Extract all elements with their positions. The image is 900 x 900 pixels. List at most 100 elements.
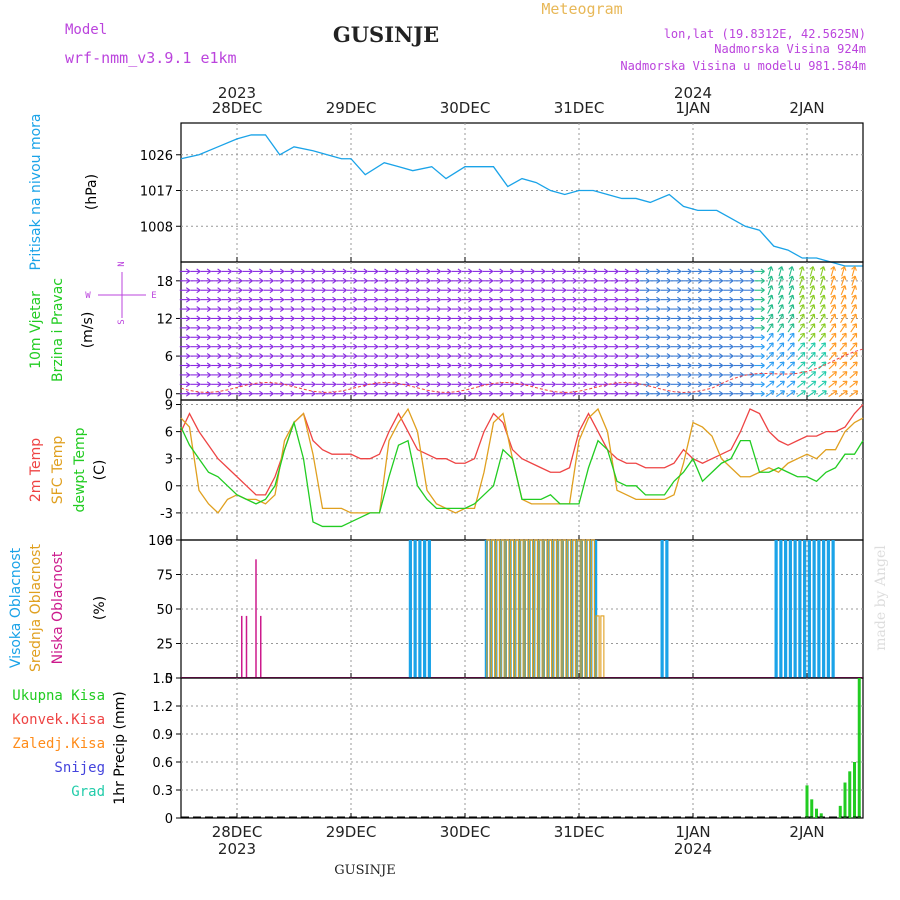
wind-barb	[346, 277, 358, 284]
wind-barb	[190, 277, 201, 284]
wind-barb-head	[603, 334, 609, 338]
wind-barb-head	[196, 268, 201, 272]
wind-barb-head	[635, 268, 640, 272]
wind-barb-head	[300, 306, 306, 310]
wind-barb-head	[196, 318, 201, 322]
wind-barb-head	[666, 324, 671, 329]
wind-barb-head	[342, 315, 347, 319]
wind-barb-shaft	[818, 371, 827, 379]
wind-barb	[555, 390, 567, 397]
wind-barb-head	[811, 390, 816, 392]
wind-barb-head	[405, 393, 410, 397]
wind-barb-head	[824, 304, 826, 309]
wind-barb-head	[750, 383, 755, 388]
wind-barb-head	[697, 268, 703, 272]
high-cloud-bar	[408, 540, 412, 678]
wind-barb-head	[227, 287, 232, 291]
wind-barb-head	[457, 289, 462, 294]
wind-barb-head	[426, 296, 431, 301]
wind-barb-shaft	[766, 332, 774, 342]
wind-barb-head	[374, 343, 379, 348]
wind-barb-head	[824, 323, 826, 329]
wind-barb-head	[279, 315, 285, 319]
wind-barb-head	[468, 355, 473, 360]
wind-barb	[409, 334, 420, 341]
wind-barb-head	[259, 277, 264, 282]
wind-barb-head	[342, 280, 347, 284]
wind-barb-head	[821, 361, 826, 364]
wind-barb-head	[436, 318, 441, 322]
wind-barb-head	[541, 268, 546, 272]
wind-barb	[820, 275, 826, 286]
wind-barb-head	[718, 334, 724, 338]
wind-barb-head	[238, 362, 243, 366]
wind-barb-head	[436, 336, 441, 341]
wind-barb-head	[750, 390, 755, 395]
wind-barb-head	[739, 343, 744, 348]
wind-barb	[493, 343, 504, 350]
wind-barb-head	[499, 280, 504, 284]
wind-barb	[420, 343, 431, 350]
wind-barb-head	[405, 324, 410, 329]
wind-barb-head	[478, 299, 483, 303]
wind-barb	[346, 390, 358, 397]
wind-barb	[712, 287, 724, 294]
wind-barb-head	[583, 334, 588, 338]
wind-barb-head	[520, 353, 525, 357]
wind-barb-head	[300, 280, 306, 284]
wind-barb-head	[196, 383, 201, 388]
wind-barb-head	[666, 280, 671, 284]
wind-barb-head	[196, 289, 201, 294]
wind-barb-head	[541, 371, 546, 376]
low-cloud-axis-title: Niska Oblacnost	[50, 551, 66, 664]
wind-barb-head	[374, 353, 379, 357]
wind-barb	[242, 268, 253, 275]
wind-barb-head	[426, 336, 431, 341]
wind-barb	[744, 343, 755, 350]
top-date-label: 2JAN	[789, 99, 824, 117]
wind-barb	[639, 306, 650, 312]
wind-barb-head	[488, 308, 494, 312]
wind-barb-head	[374, 306, 379, 310]
wind-barb	[503, 287, 515, 294]
wind-barb-head	[405, 353, 410, 357]
wind-barb-head	[645, 268, 650, 272]
wind-barb-head	[227, 374, 232, 378]
wind-barb	[493, 268, 504, 275]
wind-barb-head	[311, 270, 316, 275]
wind-barb-head	[697, 362, 703, 366]
wind-barb	[660, 306, 671, 312]
wind-barb	[587, 296, 598, 303]
wind-barb-head	[750, 336, 755, 341]
wind-barb-head	[718, 343, 724, 348]
wind-barb-head	[290, 336, 295, 341]
wind-barb-head	[342, 318, 347, 322]
wind-barb	[399, 315, 410, 322]
wind-barb	[629, 362, 640, 369]
wind-barb-head	[520, 327, 525, 331]
wind-barb-head	[645, 343, 650, 348]
wind-barb-head	[342, 343, 347, 348]
wind-barb	[660, 381, 671, 388]
wind-barb-head	[217, 371, 222, 376]
wind-barb	[830, 294, 837, 305]
wind-barb-head	[248, 365, 253, 369]
wind-barb-head	[238, 299, 243, 303]
wind-barb-head	[311, 324, 316, 329]
wind-barb-head	[739, 289, 744, 294]
wind-barb-head	[321, 289, 326, 294]
wind-barb-head	[374, 334, 379, 338]
wind-barb	[409, 343, 420, 350]
wind-barb	[754, 268, 765, 275]
wind-barb-head	[447, 365, 452, 369]
wind-barb	[284, 353, 295, 360]
wind-barb-head	[332, 308, 337, 312]
wind-barb-head	[729, 334, 734, 338]
wind-barb-head	[718, 270, 724, 275]
wind-barb-head	[259, 318, 264, 322]
wind-barb-head	[551, 365, 556, 369]
wind-barb	[357, 390, 368, 397]
wind-barb-head	[562, 289, 567, 294]
wind-barb	[576, 277, 588, 284]
wind-barb-head	[739, 324, 744, 329]
